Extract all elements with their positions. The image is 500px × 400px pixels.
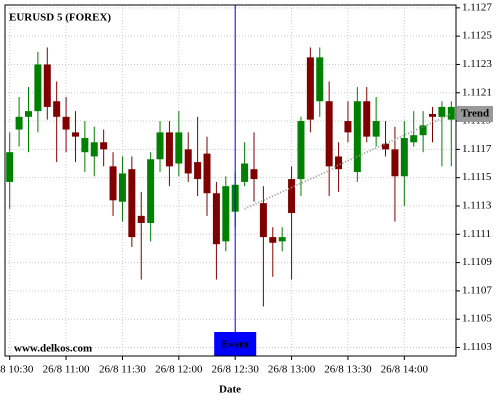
candle-body (297, 121, 305, 180)
x-tick-label: 26/8 11:30 (99, 364, 146, 376)
chart-title: EURUSD 5 (FOREX) (9, 12, 111, 24)
candle-body (81, 138, 89, 153)
candle-body (241, 163, 249, 182)
candle-body (250, 169, 258, 180)
candle-body (24, 111, 32, 117)
y-tick-label: 1.1113 (462, 200, 492, 212)
plot-frame (4, 4, 457, 357)
candle-body (109, 166, 117, 201)
candle-body (316, 57, 324, 102)
y-tick-label: 1.1115 (462, 171, 492, 183)
candle-body (306, 57, 314, 120)
event-label-box (214, 332, 257, 356)
x-tick-label: 26/8 13:30 (324, 364, 372, 376)
trend-label: Trend (461, 108, 489, 120)
candle-body (194, 162, 202, 180)
candle-body (288, 179, 296, 214)
candle-body (438, 106, 446, 117)
candle-body (353, 101, 361, 173)
candle-body (325, 101, 333, 167)
y-tick-label: 1.1109 (462, 256, 492, 268)
candle-body (269, 237, 277, 243)
y-tick-label: 1.1107 (462, 284, 492, 296)
event-label: Event (221, 339, 249, 351)
candle-body (34, 64, 42, 112)
candle-body (335, 156, 343, 170)
y-tick-label: 1.1103 (462, 341, 492, 353)
x-tick-label: 26/8 12:30 (212, 364, 260, 376)
candle-body (344, 121, 352, 133)
x-tick-label: 26/8 13:00 (268, 364, 316, 376)
candle-body (62, 116, 70, 130)
x-tick-label: 26/8 11:00 (43, 364, 90, 376)
candle-body (429, 113, 437, 117)
candle-body (147, 159, 155, 223)
candle-body (100, 142, 108, 150)
y-tick-label: 1.1123 (462, 58, 492, 70)
y-tick-label: 1.1111 (462, 228, 491, 240)
y-tick-label: 1.1125 (462, 30, 492, 42)
candle-body (53, 101, 61, 117)
y-tick-label: 1.1121 (462, 86, 492, 98)
trend-line (244, 113, 452, 210)
candle-body (259, 203, 267, 238)
trend-label-box (457, 105, 493, 122)
watermark: www.delkos.com (14, 343, 92, 355)
y-tick-label: 1.1105 (462, 313, 492, 325)
x-tick-label: 26/8 10:30 (0, 364, 34, 376)
candle-body (15, 116, 23, 130)
candle-body (43, 64, 51, 107)
candle-body (212, 193, 220, 245)
candle-body (156, 132, 164, 160)
candle-body (419, 125, 427, 136)
candle-body (71, 132, 79, 137)
candle-body (137, 215, 145, 223)
candle-body (447, 106, 455, 120)
candle-body (175, 132, 183, 164)
candle-body (6, 152, 14, 182)
candle-body (118, 173, 126, 202)
candle-body (203, 153, 211, 194)
candle-body (410, 135, 418, 143)
y-tick-label: 1.1117 (462, 143, 492, 155)
candle-body (400, 138, 408, 177)
x-tick-label: 26/8 14:00 (381, 364, 429, 376)
candle-body (90, 142, 98, 157)
candle-body (128, 169, 136, 238)
candle-body (222, 186, 230, 242)
candle-body (391, 149, 399, 177)
candle-body (184, 149, 192, 174)
candle-body (363, 101, 371, 137)
y-tick-label: 1.1127 (462, 1, 492, 13)
candle-body (278, 237, 286, 242)
candle-body (372, 121, 380, 137)
candle-body (165, 132, 173, 167)
x-axis-title: Date (219, 384, 241, 396)
candle-body (382, 143, 390, 150)
x-tick-label: 26/8 12:00 (155, 364, 203, 376)
